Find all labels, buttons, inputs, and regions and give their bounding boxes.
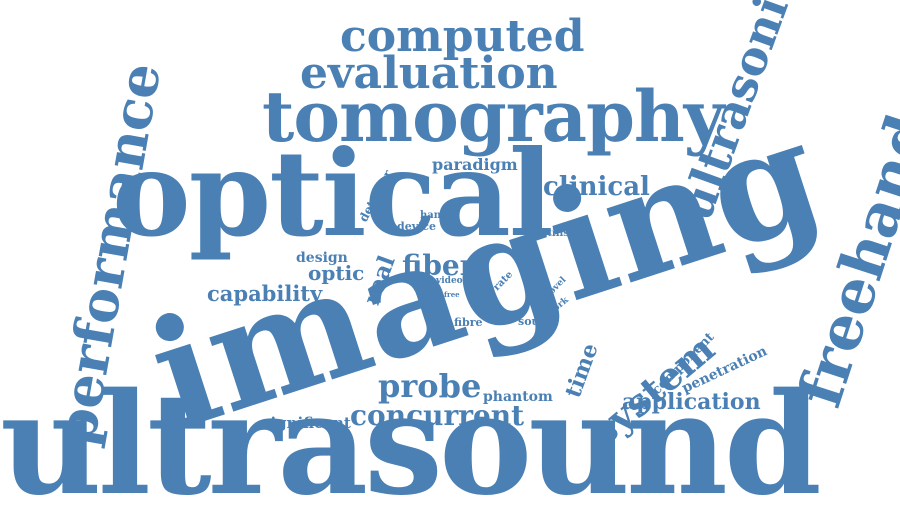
- word-design: design: [296, 250, 348, 266]
- word-computed: computed: [340, 11, 585, 62]
- word-probe: probe: [378, 367, 482, 405]
- word-phantom: phantom: [483, 389, 553, 405]
- word-hand: hand: [420, 210, 449, 221]
- word-free: free: [444, 290, 460, 299]
- word-concurrent: concurrent: [350, 399, 525, 432]
- word-fibre: fibre: [454, 316, 483, 329]
- word-video: video: [436, 276, 463, 286]
- word-utilise: utilise: [540, 228, 576, 239]
- word-fiber: fiber: [402, 249, 475, 282]
- word-optical: optical: [112, 124, 554, 263]
- word-tomography: tomography: [262, 75, 724, 158]
- word-paradigm: paradigm: [432, 155, 518, 174]
- word-evaluation: evaluation: [300, 48, 558, 99]
- word-capability: capability: [207, 281, 323, 306]
- word-application: application: [622, 389, 761, 415]
- word-optic: optic: [308, 261, 365, 285]
- word-device: device: [397, 220, 436, 233]
- word-ultrasound: ultrasound: [0, 363, 822, 523]
- word-significant: significant: [262, 414, 351, 432]
- word-clinical: clinical: [543, 172, 650, 202]
- word-source: source: [518, 315, 560, 328]
